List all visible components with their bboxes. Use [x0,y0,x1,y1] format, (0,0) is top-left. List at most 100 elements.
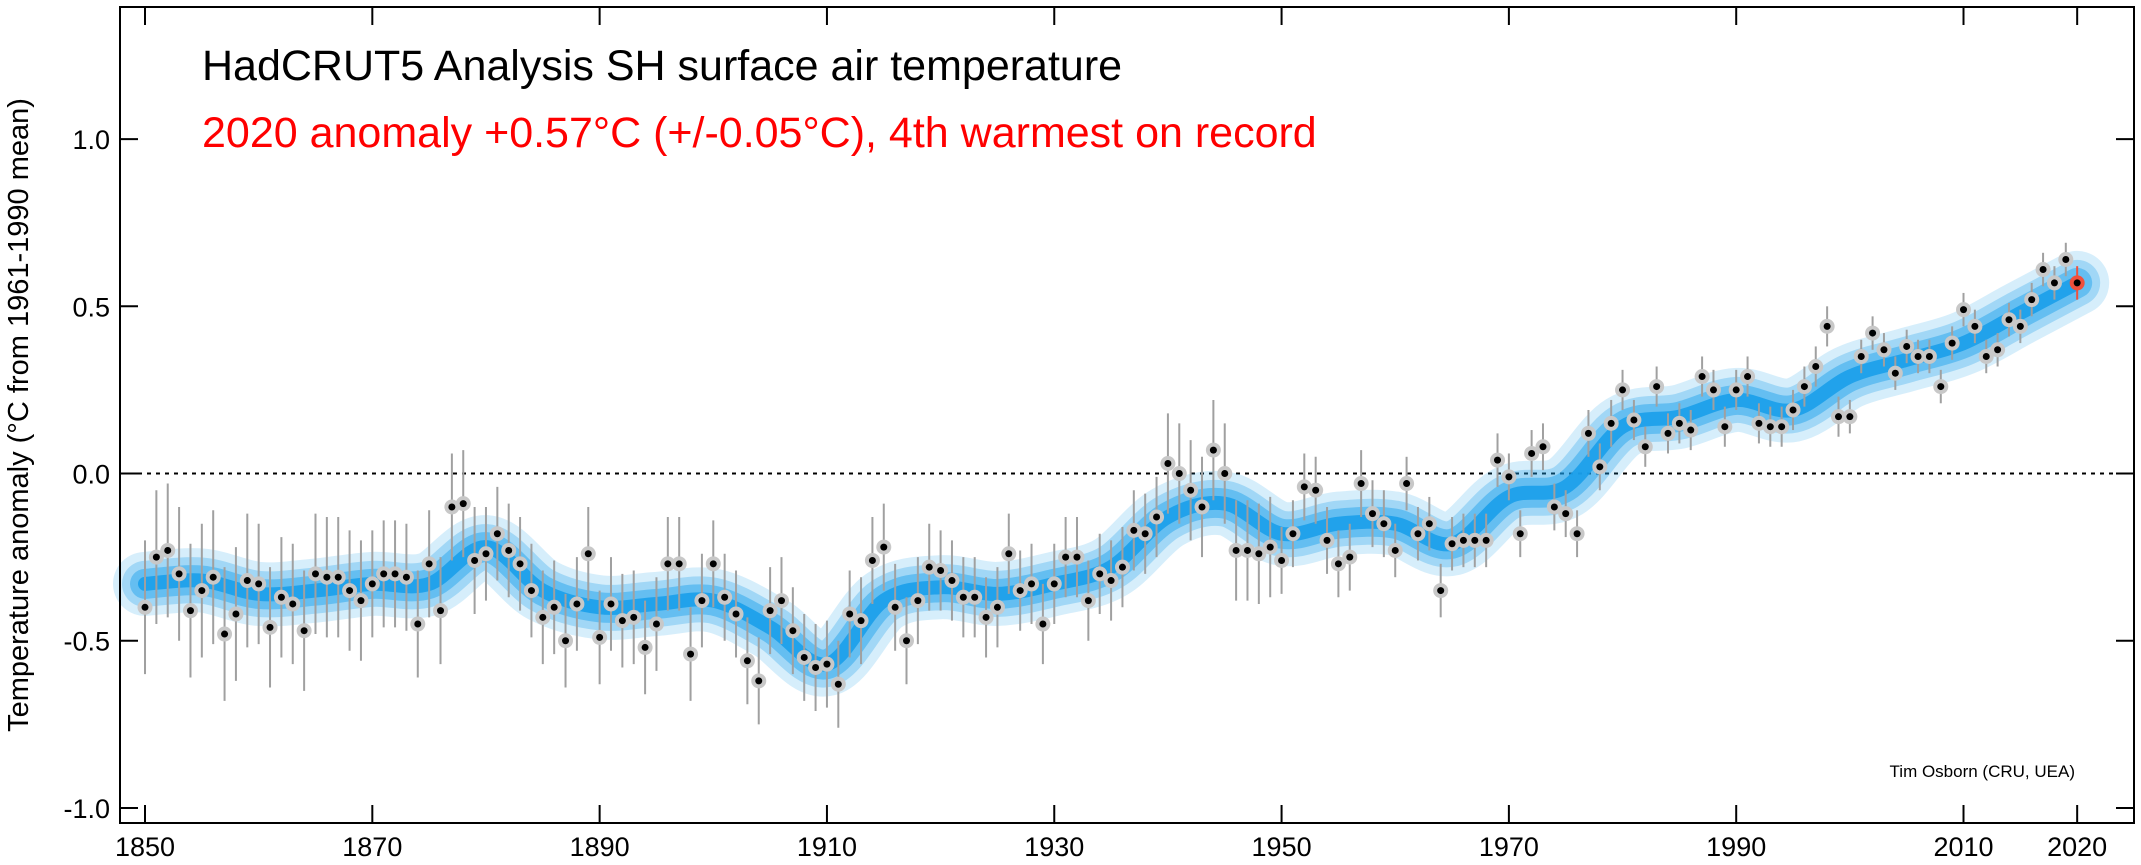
data-point [1800,383,1808,391]
data-point [1778,423,1786,431]
data-point [448,503,456,511]
data-point [1528,449,1536,457]
data-point [1994,346,2002,354]
data-point [664,560,672,568]
data-point [1550,503,1558,511]
data-point [221,630,229,638]
data-point [618,617,626,625]
data-point [1619,386,1627,394]
data-point [164,546,172,554]
data-point [1948,339,1956,347]
data-point [2005,316,2013,324]
data-point [937,567,945,575]
data-point [1914,352,1922,360]
data-point [1607,419,1615,427]
data-point [380,570,388,578]
data-point [459,500,467,508]
data-point [1664,429,1672,437]
data-point [709,560,717,568]
data-point [562,637,570,645]
data-point [823,660,831,668]
data-point [868,556,876,564]
data-point [1278,556,1286,564]
data-point [687,650,695,658]
data-point [402,573,410,581]
data-point [2050,279,2058,287]
data-point [505,546,513,554]
data-point [1857,352,1865,360]
data-point [903,637,911,645]
data-point [2039,266,2047,274]
data-point [1096,570,1104,578]
data-point [959,593,967,601]
data-point [346,587,354,595]
data-point [857,617,865,625]
data-point [1357,480,1365,488]
data-point [982,613,990,621]
data-point [732,610,740,618]
chart-subtitle: 2020 anomaly +0.57°C (+/-0.05°C), 4th wa… [202,109,1317,157]
data-point [1880,346,1888,354]
data-point [1891,369,1899,377]
data-point [1312,486,1320,494]
data-point [1641,443,1649,451]
data-point [1243,546,1251,554]
data-point [1937,383,1945,391]
data-point [198,587,206,595]
data-point [698,597,706,605]
data-point [1494,456,1502,464]
data-point [675,560,683,568]
data-point [1391,546,1399,554]
data-point [596,633,604,641]
data-point [1846,413,1854,421]
data-point [1221,470,1229,478]
chart-title: HadCRUT5 Analysis SH surface air tempera… [202,42,1122,90]
data-point [1721,423,1729,431]
data-point [1425,520,1433,528]
data-point [1346,553,1354,561]
data-point [152,553,160,561]
data-point [1153,513,1161,521]
data-point [471,556,479,564]
data-point [1141,530,1149,538]
data-point [425,560,433,568]
data-point [1005,550,1013,558]
data-point [368,580,376,588]
x-tick-label: 1950 [1252,832,1312,862]
data-point [1368,510,1376,518]
data-point [914,597,922,605]
x-tick-label: 1970 [1479,832,1539,862]
data-point [584,550,592,558]
data-point [1516,530,1524,538]
data-point [971,593,979,601]
x-tick-label: 1850 [115,832,175,862]
data-point [1744,373,1752,381]
data-point [1789,406,1797,414]
data-point [1505,473,1513,481]
data-point [1539,443,1547,451]
data-point [1982,352,1990,360]
x-tick-label: 1930 [1024,832,1084,862]
x-tick-label: 2010 [1933,832,1993,862]
data-point [437,607,445,615]
data-point [1334,560,1342,568]
data-point [2028,296,2036,304]
data-point [641,643,649,651]
data-point [1073,553,1081,561]
axes-frame [119,6,2135,824]
data-point [1198,503,1206,511]
data-point [1709,386,1717,394]
data-point [391,570,399,578]
data-point [1482,536,1490,544]
data-point [1584,429,1592,437]
data-point [1209,446,1217,454]
x-tick-label: 1990 [1706,832,1766,862]
data-point [1403,480,1411,488]
data-point [1562,510,1570,518]
x-tick-label: 1890 [570,832,630,862]
data-point [141,603,149,611]
data-point [255,580,263,588]
data-point [2073,279,2081,287]
data-point [721,593,729,601]
